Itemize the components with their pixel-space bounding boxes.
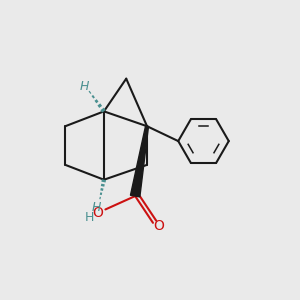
- Text: O: O: [92, 206, 104, 220]
- Text: O: O: [153, 219, 164, 233]
- Text: H: H: [84, 211, 94, 224]
- Text: H: H: [79, 80, 89, 93]
- Text: H: H: [92, 201, 101, 214]
- Polygon shape: [130, 126, 148, 197]
